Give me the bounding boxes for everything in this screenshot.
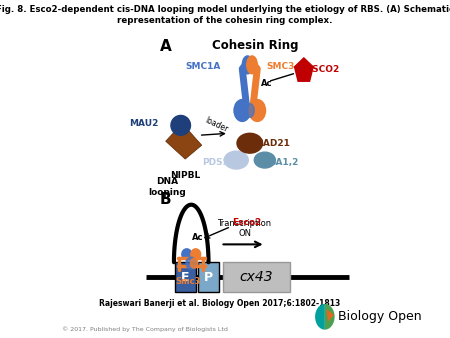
Text: loader: loader [203, 116, 229, 135]
Text: MAU2: MAU2 [129, 119, 158, 128]
Text: SMC1A: SMC1A [186, 62, 221, 71]
Text: Ac: Ac [191, 234, 203, 242]
Text: Fig. 8. Esco2-dependent cis-DNA looping model underlying the etiology of RBS. (A: Fig. 8. Esco2-dependent cis-DNA looping … [0, 5, 450, 25]
Text: A: A [160, 39, 171, 54]
Text: B: B [160, 192, 171, 207]
Ellipse shape [254, 152, 275, 168]
Polygon shape [326, 309, 334, 322]
Ellipse shape [190, 258, 198, 268]
Polygon shape [295, 58, 313, 81]
Text: PDS5: PDS5 [202, 158, 229, 167]
Text: P: P [204, 271, 213, 284]
Ellipse shape [186, 257, 197, 269]
Ellipse shape [171, 116, 190, 135]
Text: Ac: Ac [261, 79, 273, 88]
Wedge shape [325, 304, 335, 330]
Ellipse shape [247, 56, 257, 74]
Ellipse shape [234, 100, 251, 121]
Polygon shape [166, 123, 202, 159]
Bar [175, 262, 196, 292]
Text: Transcription
ON: Transcription ON [217, 219, 272, 238]
Text: Biology Open: Biology Open [338, 310, 422, 323]
Text: Rajeswari Banerji et al. Biology Open 2017;6:1802-1813: Rajeswari Banerji et al. Biology Open 20… [99, 299, 340, 308]
Wedge shape [315, 304, 325, 330]
Ellipse shape [242, 56, 253, 74]
Text: Cohesin Ring: Cohesin Ring [212, 39, 298, 52]
Ellipse shape [237, 133, 262, 153]
Ellipse shape [182, 249, 192, 260]
Text: cx43: cx43 [240, 270, 273, 284]
Text: SMC3: SMC3 [266, 62, 295, 71]
Text: E: E [181, 271, 189, 284]
Ellipse shape [249, 100, 266, 121]
Text: SA1,2: SA1,2 [269, 158, 299, 167]
Bar [198, 262, 219, 292]
Ellipse shape [245, 103, 254, 117]
Text: Smc3: Smc3 [176, 277, 201, 286]
Text: © 2017. Published by The Company of Biologists Ltd: © 2017. Published by The Company of Biol… [62, 326, 228, 332]
Text: Esco2: Esco2 [233, 218, 262, 227]
Bar [223, 262, 290, 292]
Ellipse shape [224, 151, 248, 169]
Text: ESCO2: ESCO2 [306, 65, 339, 74]
Text: NIPBL: NIPBL [170, 171, 200, 180]
Text: RAD21: RAD21 [256, 139, 290, 148]
Ellipse shape [191, 249, 201, 260]
Text: DNA
looping: DNA looping [148, 177, 186, 197]
